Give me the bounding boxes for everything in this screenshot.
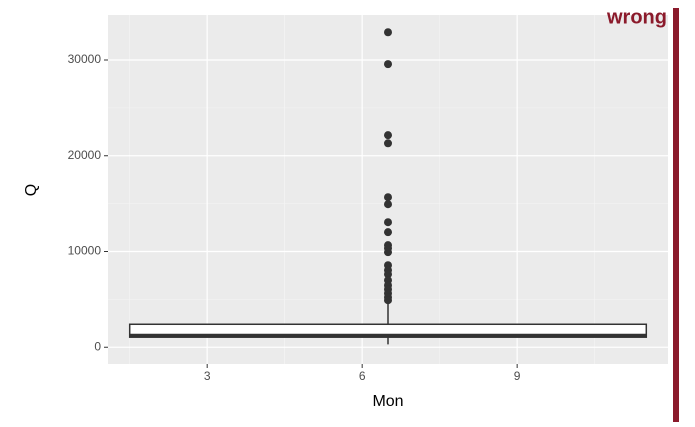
outlier — [384, 139, 392, 148]
y-tick-label: 30000 — [68, 52, 102, 66]
annotation: wrong — [606, 6, 667, 28]
outlier — [384, 228, 392, 237]
outlier — [384, 193, 392, 202]
outlier — [384, 296, 392, 305]
x-tick-label: 9 — [514, 369, 521, 383]
outlier — [384, 218, 392, 227]
outlier — [384, 200, 392, 209]
x-tick-label: 6 — [359, 369, 366, 383]
x-tick-label: 3 — [204, 369, 211, 383]
y-tick-label: 20000 — [68, 148, 102, 162]
y-axis-label: Q — [23, 184, 40, 196]
outlier — [384, 270, 392, 279]
outlier — [384, 248, 392, 257]
side-bar — [673, 8, 679, 422]
x-axis-label: Mon — [372, 393, 403, 410]
y-tick-label: 0 — [94, 339, 101, 353]
outlier — [384, 28, 392, 37]
outlier — [384, 131, 392, 140]
y-tick-label: 10000 — [68, 244, 102, 258]
outlier — [384, 60, 392, 69]
